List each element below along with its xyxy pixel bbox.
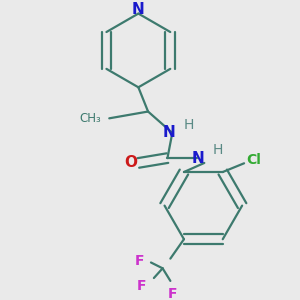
Text: N: N — [132, 2, 145, 17]
Text: N: N — [192, 151, 205, 166]
Text: H: H — [184, 118, 194, 132]
Text: H: H — [213, 143, 223, 157]
Text: O: O — [124, 155, 137, 170]
Text: N: N — [163, 125, 176, 140]
Text: CH₃: CH₃ — [80, 112, 101, 125]
Text: F: F — [168, 286, 177, 300]
Text: Cl: Cl — [246, 153, 261, 167]
Text: F: F — [135, 254, 144, 268]
Text: F: F — [136, 279, 146, 293]
